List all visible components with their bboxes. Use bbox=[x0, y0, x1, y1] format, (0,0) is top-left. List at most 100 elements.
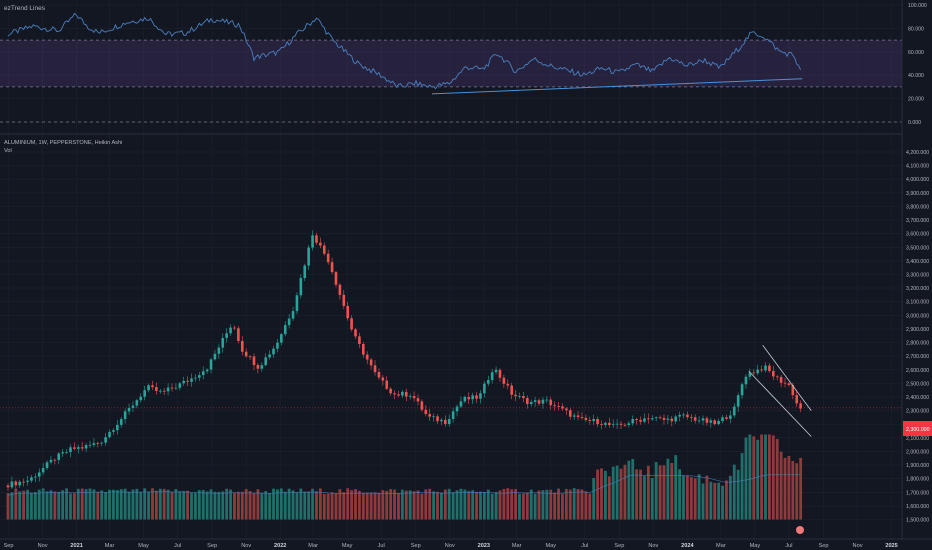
volume-bar bbox=[72, 493, 76, 520]
volume-bar bbox=[393, 489, 396, 520]
candle-body bbox=[143, 390, 146, 397]
volume-bar bbox=[654, 462, 658, 520]
candle-body bbox=[795, 395, 799, 404]
volume-bar bbox=[100, 490, 104, 520]
volume-bar bbox=[49, 490, 53, 520]
candle-body bbox=[635, 419, 638, 421]
candle-body bbox=[639, 420, 642, 422]
volume-bar bbox=[646, 465, 650, 520]
volume-bar bbox=[561, 493, 564, 520]
volume-bar bbox=[397, 493, 400, 520]
candle-body bbox=[26, 480, 29, 482]
candle-body bbox=[158, 390, 162, 392]
volume-bar bbox=[41, 488, 45, 520]
rsi-tick-label: 0.000 bbox=[908, 120, 921, 126]
candle-body bbox=[510, 385, 513, 395]
candle-body bbox=[678, 414, 681, 417]
candle-body bbox=[397, 394, 400, 396]
candle-body bbox=[772, 371, 775, 377]
candle-body bbox=[533, 400, 537, 402]
time-tick-label: Jul bbox=[378, 543, 385, 549]
candle-body bbox=[615, 423, 619, 425]
candle-body bbox=[330, 262, 334, 273]
volume-bar bbox=[225, 488, 229, 520]
volume-bar bbox=[311, 488, 314, 520]
volume-bar bbox=[490, 493, 494, 520]
price-pane[interactable]: ALUMINIUM, 1W, PEPPERSTONE, Heikin Ashi … bbox=[0, 140, 902, 534]
volume-bar bbox=[721, 485, 724, 520]
candle-body bbox=[592, 418, 595, 421]
candle-body bbox=[650, 418, 654, 420]
volume-bar bbox=[162, 488, 166, 520]
volume-bar bbox=[322, 493, 326, 520]
candle-body bbox=[412, 396, 416, 399]
candle-body bbox=[346, 305, 350, 319]
volume-bar bbox=[693, 478, 697, 520]
candle-body bbox=[608, 422, 611, 426]
candle-body bbox=[73, 447, 76, 449]
candle-body bbox=[404, 391, 408, 397]
candle-body bbox=[611, 424, 615, 426]
candle-body bbox=[701, 418, 705, 421]
volume-bar bbox=[541, 490, 545, 520]
candle-body bbox=[717, 421, 720, 425]
candle-body bbox=[178, 383, 182, 388]
volume-bar bbox=[728, 475, 732, 520]
candle-body bbox=[198, 375, 201, 378]
volume-bar bbox=[525, 492, 529, 520]
candle-body bbox=[319, 242, 322, 246]
rsi-trendline[interactable] bbox=[431, 78, 803, 95]
volume-bar bbox=[221, 491, 225, 520]
candle-body bbox=[264, 357, 268, 366]
candle-body bbox=[740, 384, 744, 396]
candle-body bbox=[432, 416, 435, 418]
candle-body bbox=[514, 394, 517, 397]
volume-bar bbox=[760, 434, 763, 520]
candle-body bbox=[303, 265, 307, 279]
rsi-tick-label: 40.000 bbox=[908, 73, 924, 79]
candle-body bbox=[334, 272, 338, 285]
volume-bar bbox=[701, 483, 705, 520]
volume-bar bbox=[408, 490, 412, 520]
volume-bar bbox=[112, 489, 115, 520]
candle-body bbox=[709, 420, 713, 423]
candle-body bbox=[459, 401, 463, 407]
candle-body bbox=[49, 459, 53, 463]
volume-bar bbox=[627, 460, 631, 520]
volume-bar bbox=[170, 492, 174, 520]
volume-bar bbox=[182, 490, 186, 520]
candle-body bbox=[568, 410, 572, 417]
candle-body bbox=[518, 395, 521, 397]
volume-bar bbox=[518, 493, 521, 520]
candle-body bbox=[455, 406, 459, 412]
time-tick-label: Jul bbox=[581, 543, 588, 549]
candle-body bbox=[420, 401, 424, 410]
rsi-tick-label: 100.000 bbox=[908, 3, 927, 9]
candle-body bbox=[53, 459, 57, 461]
price-tick-label: 3,100.000 bbox=[906, 300, 929, 306]
candle-body bbox=[190, 378, 193, 382]
volume-bar bbox=[229, 489, 232, 520]
candle-body bbox=[764, 365, 767, 371]
candle-body bbox=[100, 442, 104, 444]
time-tick-label: Mar bbox=[308, 543, 318, 549]
rsi-pane[interactable]: ezTrend Lines bbox=[0, 5, 902, 123]
channel-lower-line[interactable] bbox=[748, 370, 812, 437]
volume-bar bbox=[45, 491, 49, 520]
volume-bar bbox=[779, 451, 783, 520]
volume-bar bbox=[65, 488, 68, 520]
time-tick-label: Mar bbox=[716, 543, 726, 549]
volume-bar bbox=[365, 492, 369, 520]
logo-badge[interactable] bbox=[796, 526, 804, 534]
volume-bar bbox=[318, 488, 322, 520]
price-axis[interactable]: 100.000 80.000 60.000 40.000 20.000 0.000 4,2… bbox=[901, 0, 932, 540]
time-axis[interactable]: Sep Nov 2021 Mar May Jul Sep Nov 2022 Mar May Jul Se… bbox=[0, 538, 932, 549]
price-tick-label: 3,400.000 bbox=[906, 259, 929, 265]
volume-bar bbox=[537, 490, 541, 520]
volume-bar bbox=[389, 489, 393, 520]
volume-bar bbox=[209, 489, 213, 520]
candle-body bbox=[213, 353, 217, 360]
volume-bar bbox=[303, 491, 307, 520]
channel-upper-line[interactable] bbox=[762, 345, 812, 411]
